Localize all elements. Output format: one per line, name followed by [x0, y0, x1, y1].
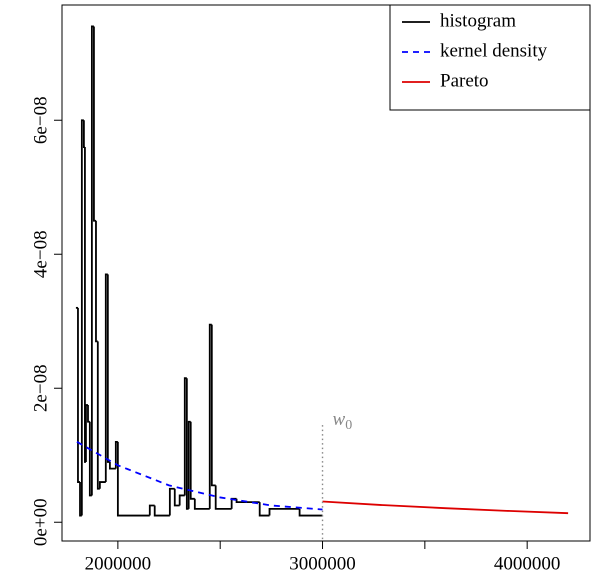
histogram-bin — [210, 324, 216, 487]
histogram-bin — [95, 220, 98, 343]
histogram-bin — [235, 498, 260, 504]
histogram-bin — [82, 120, 85, 148]
histogram-bin — [96, 341, 100, 490]
plot-box — [61, 4, 591, 542]
legend-label: kernel density — [440, 40, 548, 61]
histogram-bin — [148, 504, 155, 516]
histogram-bin — [153, 505, 170, 517]
histogram-bin — [178, 494, 185, 506]
histogram-bin — [189, 421, 195, 500]
legend-label: histogram — [440, 10, 516, 31]
histogram-bin — [116, 441, 150, 517]
annotation-text: w — [333, 409, 346, 430]
series-line — [322, 500, 569, 515]
y-tick-label: 2e−08 — [30, 364, 51, 412]
y-tick-label: 4e−08 — [30, 230, 51, 278]
histogram-bin — [193, 498, 210, 510]
histogram-bin — [108, 461, 116, 470]
x-tick-label: 4000000 — [494, 553, 561, 574]
histogram-bin — [93, 26, 96, 222]
y-tick-label: 0e+00 — [30, 498, 51, 546]
y-tick-label: 6e−08 — [30, 96, 51, 144]
histogram-bin — [106, 274, 110, 463]
annotation: w0 — [333, 409, 353, 433]
histogram-bin — [80, 119, 84, 516]
histogram-bin — [214, 485, 232, 510]
annotation-subscript: 0 — [345, 418, 352, 433]
histogram-bin — [258, 502, 270, 517]
x-tick-label: 3000000 — [289, 553, 356, 574]
histogram-bin — [168, 487, 175, 516]
histogram-bin — [268, 507, 300, 516]
histogram-bin — [87, 404, 90, 423]
x-tick-label: 2000000 — [85, 553, 152, 574]
histogram-bin — [98, 481, 106, 489]
series-line — [76, 441, 323, 511]
histogram-bin — [77, 307, 81, 483]
histogram-bin — [173, 488, 180, 507]
legend-label: Pareto — [440, 70, 489, 91]
histogram-bin — [298, 508, 323, 517]
